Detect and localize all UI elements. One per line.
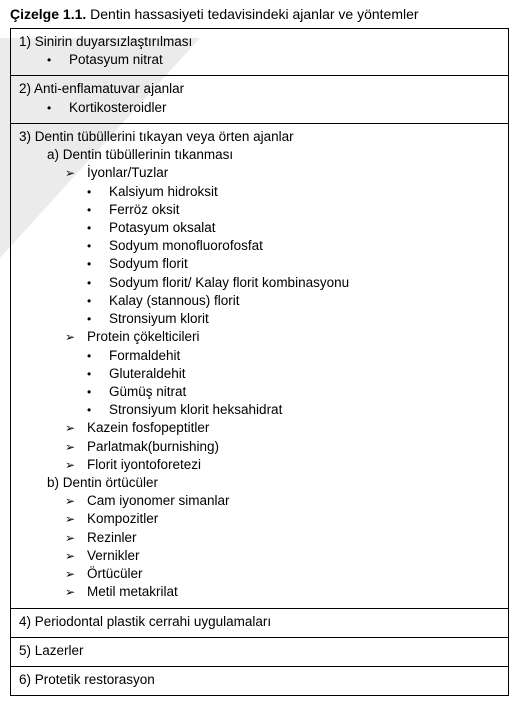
list-item-text: Ferröz oksit [109,201,500,219]
bullet-dot-icon: • [47,99,69,117]
list-item-text: Stronsiyum klorit [109,310,500,328]
bullet-dot-icon: • [47,51,69,69]
chevron-icon: ➢ [65,547,87,565]
list-item: • Potasyum nitrat [47,51,500,69]
chevron-icon: ➢ [65,419,87,437]
list-item: •Sodyum florit/ Kalay florit kombinasyon… [87,274,500,292]
list-item-text: Florit iyontoforetezi [87,456,500,474]
list-item: •Gümüş nitrat [87,383,500,401]
row-6-title: 6) Protetik restorasyon [19,671,500,689]
list-item: ➢ Protein çökelticileri [65,328,500,346]
list-item-text: Parlatmak(burnishing) [87,438,500,456]
row-1: 1) Sinirin duyarsızlaştırılması • Potasy… [11,29,509,76]
bullet-dot-icon: • [87,274,109,292]
row-5-title: 5) Lazerler [19,642,500,660]
bullet-dot-icon: • [87,310,109,328]
chevron-icon: ➢ [65,438,87,456]
list-item-text: Kazein fosfopeptitler [87,419,500,437]
list-item: ➢Cam iyonomer simanlar [65,492,500,510]
list-item: •Stronsiyum klorit heksahidrat [87,401,500,419]
list-item-text: Potasyum oksalat [109,219,500,237]
row-5: 5) Lazerler [11,637,509,666]
row-3-title: 3) Dentin tübüllerini tıkayan veya örten… [19,128,500,146]
row-4-title: 4) Periodontal plastik cerrahi uygulamal… [19,613,500,631]
row-3b-title: b) Dentin örtücüler [47,474,500,492]
bullet-dot-icon: • [87,292,109,310]
list-item: •Formaldehit [87,347,500,365]
list-item: ➢Kompozitler [65,510,500,528]
bullet-dot-icon: • [87,365,109,383]
chevron-icon: ➢ [65,164,87,182]
list-item: •Sodyum florit [87,255,500,273]
list-item-text: Sodyum florit [109,255,500,273]
list-item-text: Metil metakrilat [87,583,500,601]
list-item: ➢Florit iyontoforetezi [65,456,500,474]
treatments-table: 1) Sinirin duyarsızlaştırılması • Potasy… [10,28,509,696]
chevron-icon: ➢ [65,510,87,528]
list-item-text: Kortikosteroidler [69,99,500,117]
bullet-dot-icon: • [87,401,109,419]
list-item: •Ferröz oksit [87,201,500,219]
list-item-text: Kalsiyum hidroksit [109,183,500,201]
list-item: •Stronsiyum klorit [87,310,500,328]
row-2: 2) Anti-enflamatuvar ajanlar • Kortikost… [11,76,509,123]
row-6: 6) Protetik restorasyon [11,667,509,696]
list-item: •Kalay (stannous) florit [87,292,500,310]
list-item-text: Gümüş nitrat [109,383,500,401]
list-item: •Gluteraldehit [87,365,500,383]
list-item-text: Kalay (stannous) florit [109,292,500,310]
list-item-text: İyonlar/Tuzlar [87,164,500,182]
list-item-text: Vernikler [87,547,500,565]
bullet-dot-icon: • [87,201,109,219]
row-2-title: 2) Anti-enflamatuvar ajanlar [19,80,500,98]
list-item-text: Kompozitler [87,510,500,528]
list-item-text: Sodyum monofluorofosfat [109,237,500,255]
chevron-icon: ➢ [65,583,87,601]
list-item-text: Gluteraldehit [109,365,500,383]
table-caption: Çizelge 1.1. Dentin hassasiyeti tedavisi… [10,6,509,22]
list-item: •Potasyum oksalat [87,219,500,237]
page: Çizelge 1.1. Dentin hassasiyeti tedavisi… [0,0,519,706]
bullet-dot-icon: • [87,255,109,273]
row-4: 4) Periodontal plastik cerrahi uygulamal… [11,608,509,637]
chevron-icon: ➢ [65,492,87,510]
bullet-dot-icon: • [87,183,109,201]
list-item: ➢Vernikler [65,547,500,565]
list-item: ➢Parlatmak(burnishing) [65,438,500,456]
chevron-icon: ➢ [65,328,87,346]
list-item: • Kortikosteroidler [47,99,500,117]
bullet-dot-icon: • [87,219,109,237]
caption-text: Dentin hassasiyeti tedavisindeki ajanlar… [90,6,418,22]
list-item-text: Rezinler [87,529,500,547]
row-1-title: 1) Sinirin duyarsızlaştırılması [19,33,500,51]
row-3a-title: a) Dentin tübüllerinin tıkanması [47,146,500,164]
bullet-dot-icon: • [87,347,109,365]
list-item: ➢Metil metakrilat [65,583,500,601]
chevron-icon: ➢ [65,565,87,583]
list-item-text: Potasyum nitrat [69,51,500,69]
list-item: •Kalsiyum hidroksit [87,183,500,201]
list-item: ➢Örtücüler [65,565,500,583]
chevron-icon: ➢ [65,529,87,547]
list-item: ➢Rezinler [65,529,500,547]
list-item: •Sodyum monofluorofosfat [87,237,500,255]
list-item-text: Örtücüler [87,565,500,583]
list-item-text: Cam iyonomer simanlar [87,492,500,510]
chevron-icon: ➢ [65,456,87,474]
row-3: 3) Dentin tübüllerini tıkayan veya örten… [11,123,509,608]
bullet-dot-icon: • [87,237,109,255]
list-item-text: Sodyum florit/ Kalay florit kombinasyonu [109,274,500,292]
list-item-text: Formaldehit [109,347,500,365]
list-item: ➢ İyonlar/Tuzlar [65,164,500,182]
caption-label: Çizelge 1.1. [10,6,86,22]
list-item-text: Protein çökelticileri [87,328,500,346]
list-item: ➢Kazein fosfopeptitler [65,419,500,437]
list-item-text: Stronsiyum klorit heksahidrat [109,401,500,419]
bullet-dot-icon: • [87,383,109,401]
